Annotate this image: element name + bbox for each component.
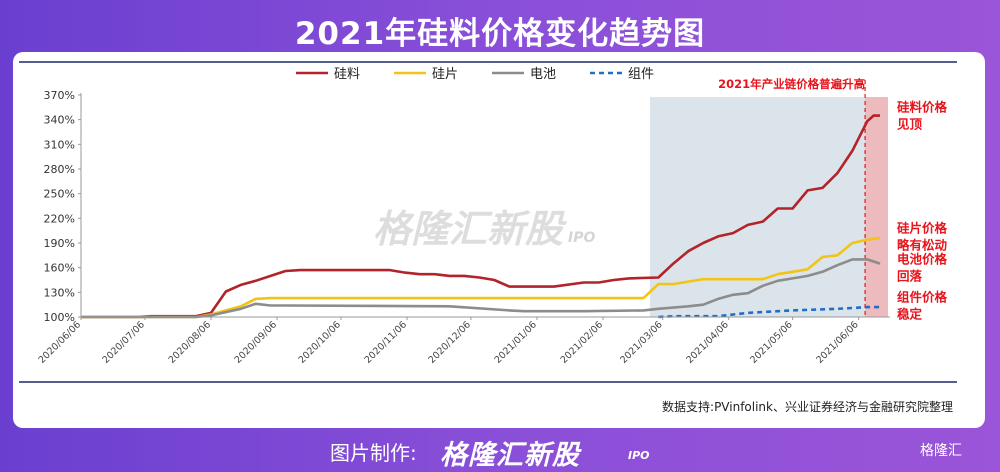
annotation-text: 硅料价格 <box>897 100 948 115</box>
shaded-region-2021 <box>649 97 866 317</box>
annotation-text: 电池价格 <box>897 252 948 267</box>
y-tick-label: 280% <box>44 163 75 176</box>
y-tick-label: 220% <box>44 212 75 225</box>
price-trend-chart: 格隆汇新股 IPO 100% 130% 160% 190% 220% 250% 280% 310… <box>19 61 957 414</box>
footer: 图片制作: 格隆汇新股 IPO 格隆汇 <box>0 435 1000 471</box>
x-tick-label: 2021/01/06 <box>493 319 540 366</box>
x-tick-label: 2021/05/06 <box>748 319 795 366</box>
series-line-module <box>658 305 880 319</box>
watermark: 格隆汇新股 IPO <box>373 207 595 251</box>
legend-label-silicon: 硅料 <box>334 67 360 82</box>
annotation-text: 略有松动 <box>897 237 948 252</box>
y-tick-label: 190% <box>44 237 75 250</box>
x-tick-label: 2020/12/06 <box>427 319 474 366</box>
legend-label-wafer: 硅片 <box>432 67 458 82</box>
series-line-cell <box>81 258 881 319</box>
x-tick-label: 2020/06/06 <box>37 319 84 366</box>
y-tick-label: 250% <box>44 188 75 201</box>
series-line-wafer <box>81 236 881 319</box>
footer-made-label: 图片制作: <box>330 441 417 465</box>
y-tick-label: 340% <box>44 114 75 127</box>
annotation-text: 回落 <box>897 269 923 284</box>
chart-card: 格隆汇新股 IPO 100% 130% 160% 190% 220% 250% 280% 310… <box>13 52 985 428</box>
legend: 硅料 硅片 电池 组件 <box>296 67 654 82</box>
annotation-text: 稳定 <box>897 306 923 321</box>
x-tick-label: 2020/07/06 <box>101 319 148 366</box>
x-tick-label: 2020/11/06 <box>363 319 410 366</box>
y-tick-label: 160% <box>44 262 75 275</box>
x-tick-label: 2020/10/06 <box>297 319 344 366</box>
x-tick-label: 2021/04/06 <box>684 319 731 366</box>
footer-brand-sub: IPO <box>628 449 650 462</box>
y-tick-label: 370% <box>44 89 75 102</box>
x-tick-label: 2020/08/06 <box>167 319 214 366</box>
y-tick-label: 130% <box>44 286 75 299</box>
legend-label-module: 组件 <box>628 67 654 82</box>
y-tick-label: 100% <box>44 311 75 324</box>
highlight-label: 2021年产业链价格普遍升高 <box>718 77 865 91</box>
page-title: 2021年硅料价格变化趋势图 <box>294 16 706 52</box>
annotation-text: 见顶 <box>897 117 923 132</box>
corner-logo: 格隆汇 <box>920 443 962 459</box>
source-note: 数据支持:PVinfolink、兴业证券经济与金融研究院整理 <box>662 399 953 414</box>
highlight-band <box>865 97 888 317</box>
annotation-text: 组件价格 <box>897 289 948 304</box>
annotation-text: 硅片价格 <box>897 220 948 235</box>
x-tick-label: 2021/06/06 <box>814 319 861 366</box>
legend-label-cell: 电池 <box>530 67 556 82</box>
watermark-text: 格隆汇新股 <box>373 207 567 251</box>
series-line-silicon <box>81 114 880 319</box>
x-tick-label: 2020/09/06 <box>233 319 280 366</box>
x-tick-label: 2021/02/06 <box>559 319 606 366</box>
x-tick-label: 2021/03/06 <box>618 319 665 366</box>
y-tick-label: 310% <box>44 138 75 151</box>
watermark-sub: IPO <box>568 230 595 246</box>
footer-brand: 格隆汇新股 <box>440 440 580 471</box>
